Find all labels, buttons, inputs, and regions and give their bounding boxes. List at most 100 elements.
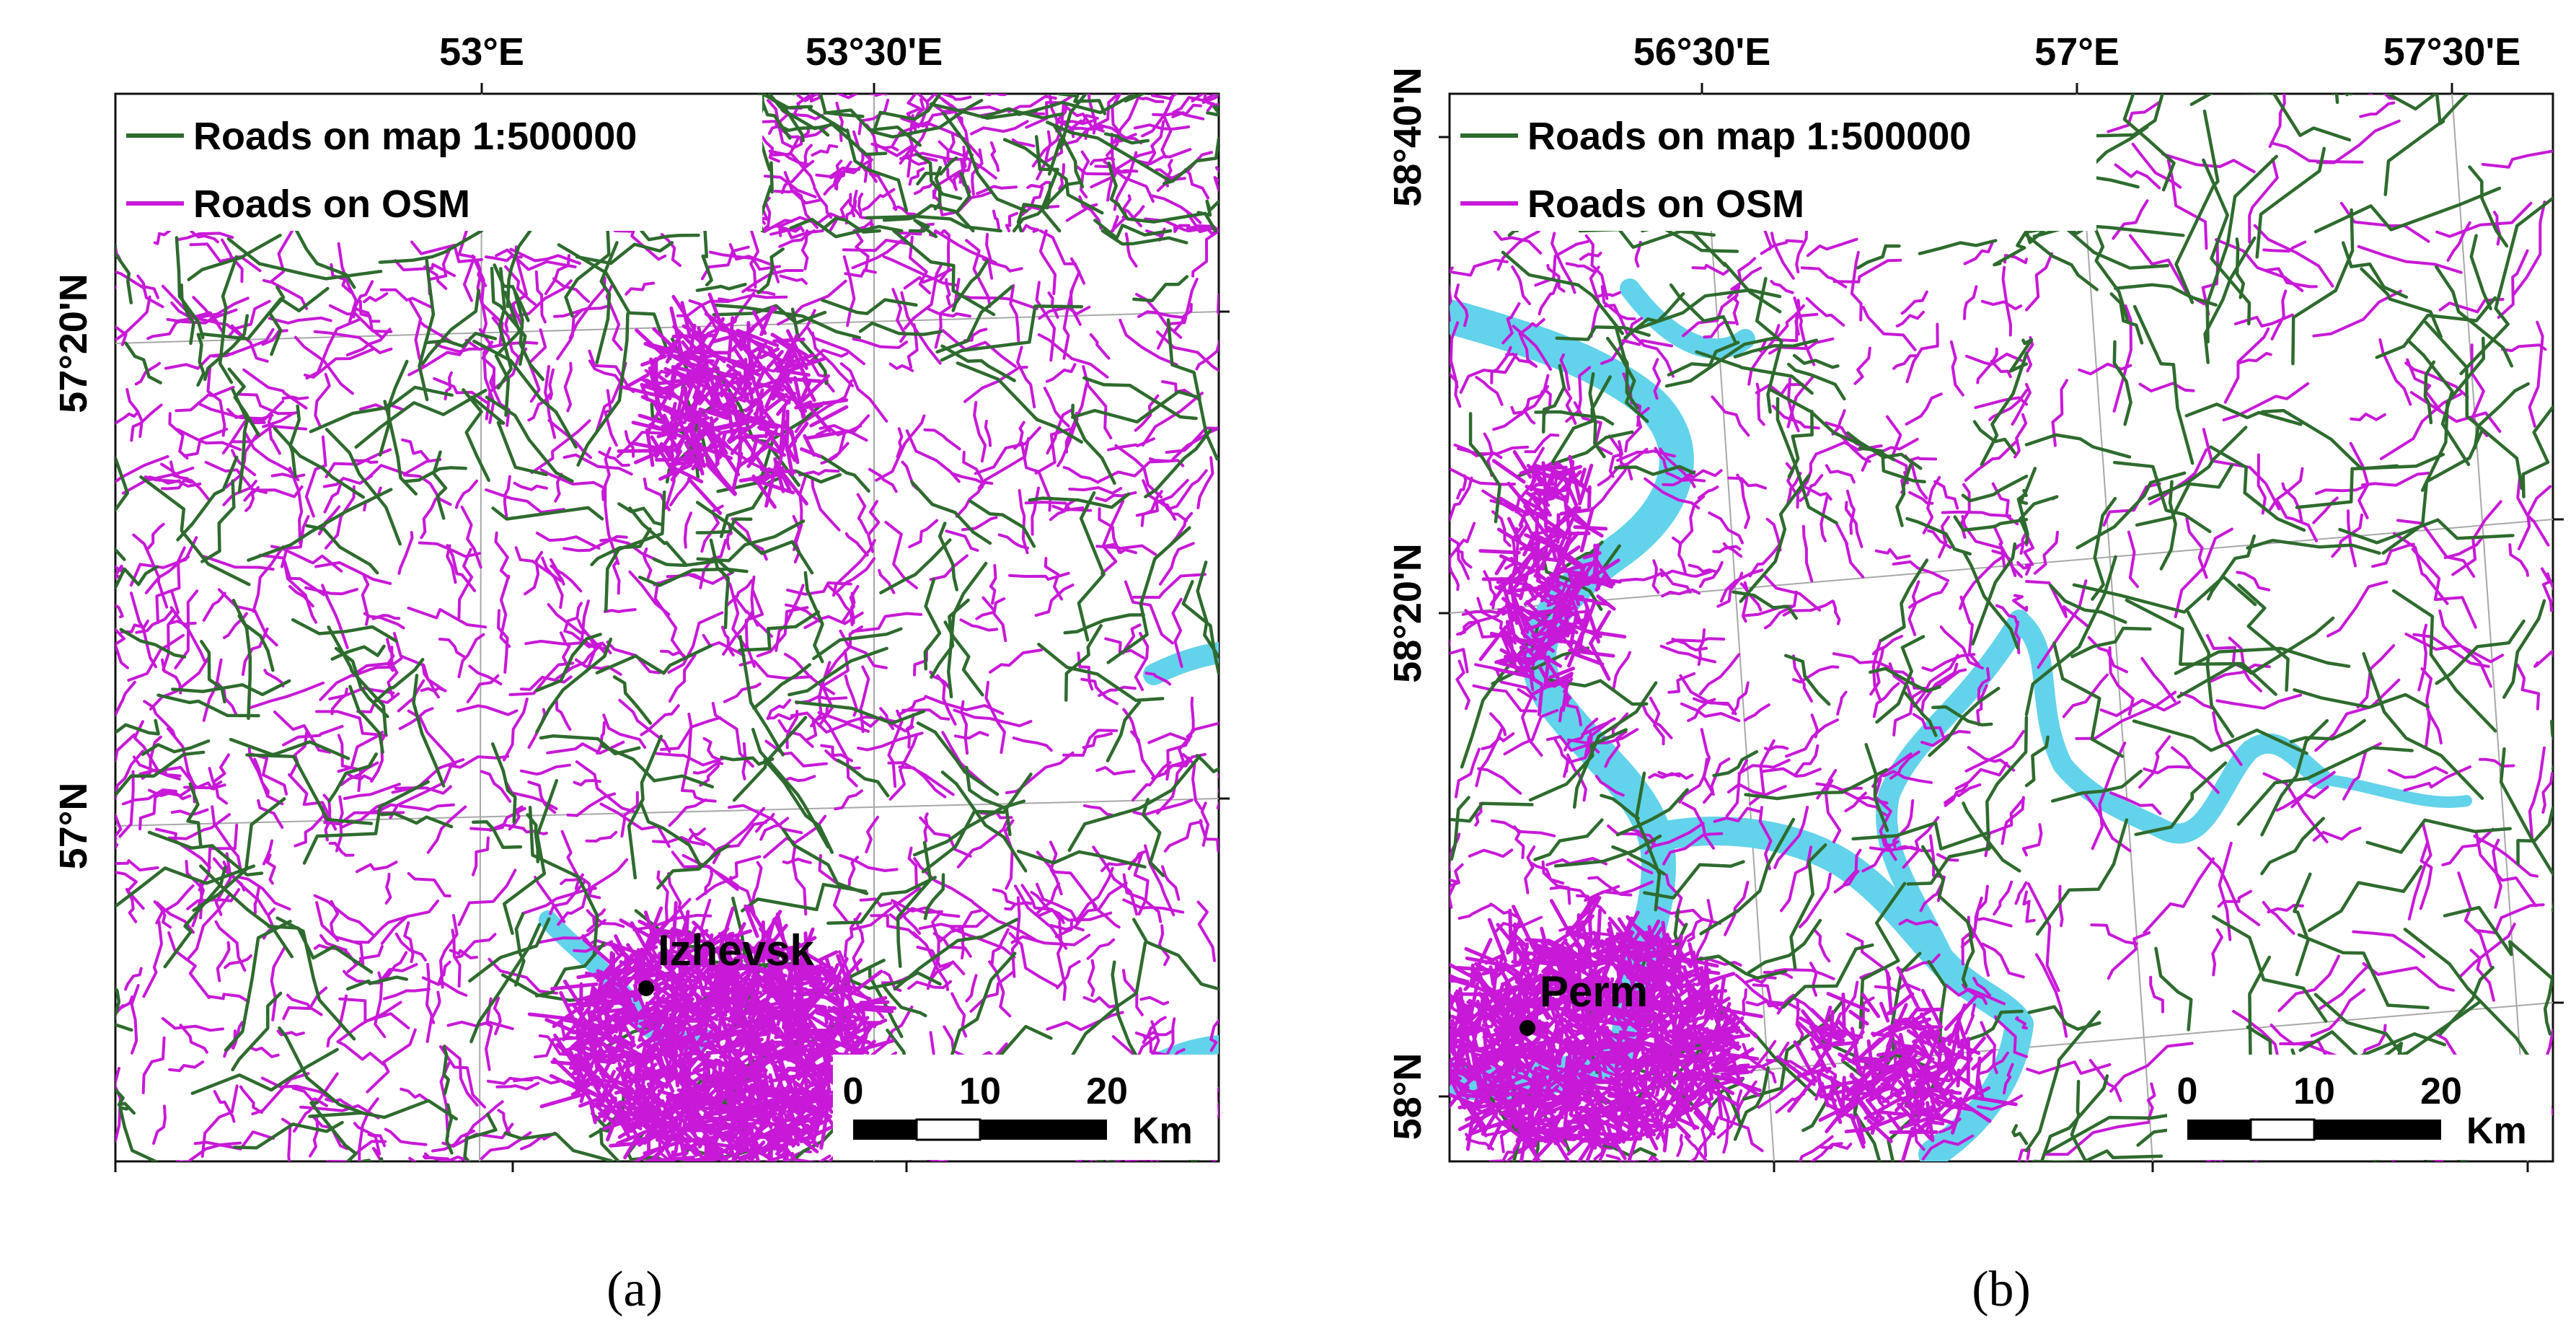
osm-road-segment-b — [1612, 651, 1631, 690]
urban-road-b — [1943, 1049, 1969, 1061]
osm-road-segment-b — [1475, 376, 1504, 406]
osm-road-segment-a — [1056, 920, 1067, 1001]
urban-road-b — [1793, 1040, 1818, 1083]
urban-road-b — [1910, 1109, 1957, 1126]
osm-road-segment-a — [1134, 394, 1160, 432]
osm-road-segment-a — [204, 460, 268, 494]
osm-road-segment-b — [1725, 759, 1749, 818]
osm-road-segment-b — [1450, 566, 1460, 592]
osm-road-segment-a — [115, 564, 125, 579]
map-road-segment-a — [1196, 199, 1219, 217]
osm-road-segment-a — [454, 933, 497, 959]
map-road-segment-a — [354, 388, 488, 449]
urban-road-a — [575, 1076, 596, 1107]
urban-road-a — [552, 1000, 590, 1029]
urban-road-a — [527, 1012, 578, 1021]
osm-road-segment-a — [941, 731, 989, 789]
map-road-segment-b — [2088, 214, 2130, 322]
map-road-segment-a — [948, 951, 1017, 1065]
osm-road-segment-a — [325, 1098, 352, 1108]
map-road-segment-a — [237, 614, 275, 672]
osm-road-segment-a — [1132, 799, 1194, 817]
osm-road-segment-b — [2420, 667, 2432, 749]
urban-road-b — [1900, 1127, 1915, 1161]
map-road-segment-b — [2024, 433, 2132, 459]
osm-road-segment-b — [1833, 869, 1860, 894]
urban-road-b — [1507, 516, 1522, 544]
osm-road-segment-a — [460, 506, 482, 569]
osm-road-segment-a — [854, 229, 870, 273]
urban-road-a — [744, 334, 765, 351]
urban-road-a — [666, 977, 702, 983]
map-road-segment-a — [819, 454, 870, 493]
map-road-segment-b — [2202, 158, 2251, 326]
osm-road-segment-b — [1546, 264, 1566, 293]
map-road-segment-b — [2543, 974, 2553, 1036]
urban-road-b — [1886, 971, 1894, 1016]
urban-road-b — [1489, 573, 1514, 606]
urban-road-b — [1616, 977, 1638, 1016]
osm-road-segment-b — [1697, 628, 1706, 667]
osm-road-segment-a — [262, 839, 274, 866]
urban-road-a — [726, 1037, 733, 1066]
urban-road-a — [666, 1065, 699, 1095]
urban-road-a — [794, 400, 813, 410]
osm-road-segment-b — [2392, 532, 2449, 605]
map-road-segment-a — [115, 1088, 136, 1115]
top-label-a-0: 53°E — [439, 30, 524, 74]
urban-road-a — [720, 1042, 746, 1084]
urban-road-b — [1576, 896, 1602, 938]
urban-road-a — [642, 906, 663, 954]
urban-road-a — [689, 364, 706, 384]
osm-road-segment-a — [176, 428, 242, 452]
urban-road-a — [635, 1119, 661, 1136]
osm-road-segment-a — [1049, 498, 1077, 522]
map-road-segment-a — [1141, 798, 1165, 877]
city-label-a: Izhevsk — [658, 926, 814, 975]
osm-road-segment-a — [407, 871, 451, 897]
urban-road-a — [669, 306, 684, 356]
map-road-segment-a — [1103, 132, 1150, 145]
urban-road-b — [1576, 1125, 1600, 1137]
osm-road-segment-a — [766, 713, 795, 721]
osm-road-segment-b — [2015, 1016, 2028, 1030]
osm-road-segment-a — [919, 816, 972, 858]
urban-road-b — [1545, 594, 1571, 604]
urban-road-a — [643, 1070, 664, 1086]
osm-road-segment-a — [238, 392, 296, 416]
osm-road-segment-a — [602, 713, 647, 749]
osm-road-segment-b — [1594, 775, 1625, 797]
osm-road-segment-a — [865, 815, 880, 853]
osm-road-segment-a — [893, 902, 922, 935]
osm-road-segment-a — [488, 806, 526, 832]
osm-road-segment-a — [288, 584, 314, 608]
osm-road-segment-a — [539, 468, 606, 490]
urban-road-b — [1563, 1013, 1601, 1039]
map-road-segment-a — [1132, 918, 1219, 991]
map-road-segment-a — [378, 359, 409, 457]
urban-road-b — [1520, 1053, 1553, 1066]
osm-road-segment-a — [848, 193, 873, 232]
urban-road-a — [710, 353, 755, 369]
urban-road-b — [1600, 989, 1626, 1030]
map-road-segment-a — [469, 923, 542, 1044]
urban-road-b — [1920, 988, 1944, 1029]
osm-road-segment-a — [403, 921, 415, 964]
urban-road-a — [730, 327, 755, 353]
osm-road-segment-a — [1049, 924, 1085, 932]
osm-road-segment-a — [535, 532, 601, 550]
urban-road-b — [1587, 901, 1593, 942]
osm-road-segment-b — [1474, 801, 1483, 827]
urban-road-b — [1676, 1023, 1704, 1035]
river-a-east — [1143, 642, 1219, 685]
urban-road-b — [1848, 1009, 1869, 1026]
urban-road-b — [1819, 1026, 1863, 1039]
osm-road-segment-a — [335, 795, 344, 853]
osm-road-segment-a — [485, 997, 493, 1071]
urban-road-b — [1904, 1057, 1935, 1087]
urban-road-b — [1569, 897, 1595, 933]
urban-road-b — [1662, 1029, 1682, 1045]
map-road-segment-a — [124, 341, 162, 384]
caption-a: (a) — [606, 1262, 663, 1317]
urban-road-b — [1856, 1115, 1866, 1145]
